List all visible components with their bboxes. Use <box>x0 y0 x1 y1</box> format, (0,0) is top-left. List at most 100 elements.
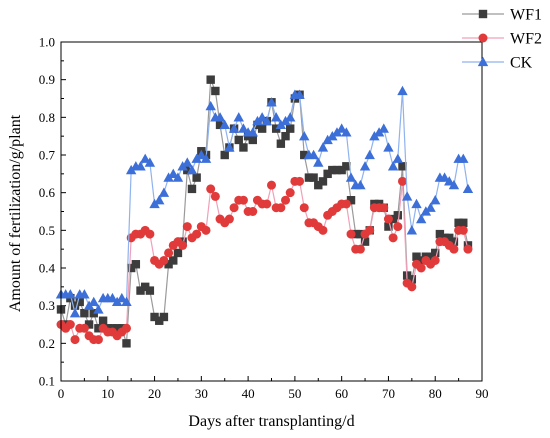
data-point-ck <box>401 191 413 201</box>
data-point-wf1 <box>145 286 155 295</box>
data-point-wf1 <box>412 252 421 261</box>
data-point-ck <box>359 161 371 171</box>
data-point-wf1 <box>398 162 407 171</box>
data-point-ck <box>270 112 282 122</box>
data-point-ck <box>196 149 207 160</box>
data-point-wf2 <box>70 335 80 345</box>
plot-frame <box>60 41 483 382</box>
data-point-wf1 <box>342 162 351 171</box>
data-point-wf2 <box>318 225 328 235</box>
data-point-wf2 <box>341 199 351 209</box>
data-point-wf1 <box>257 124 267 133</box>
data-point-ck <box>214 112 226 122</box>
data-point-wf1 <box>150 312 159 322</box>
data-point-ck <box>158 187 170 197</box>
data-point-wf2 <box>430 255 440 265</box>
data-point-wf1 <box>112 324 122 333</box>
data-point-ck <box>107 292 118 303</box>
data-point-wf2 <box>449 244 459 254</box>
data-point-wf1 <box>318 177 328 186</box>
data-point-ck <box>266 97 277 107</box>
data-point-ck <box>462 183 474 194</box>
data-point-wf2 <box>206 184 216 194</box>
data-point-ck <box>172 172 184 182</box>
y-tick-label: 0.2 <box>39 336 55 351</box>
data-point-wf2 <box>121 323 131 333</box>
legend-marker <box>478 9 488 19</box>
x-axis-ticks: 0 10 20 30 40 50 60 70 80 90 <box>58 376 489 401</box>
data-point-wf1 <box>122 339 131 348</box>
data-point-ck <box>186 164 198 175</box>
data-point-wf2 <box>145 229 155 239</box>
data-point-ck <box>444 176 455 186</box>
y-tick-label: 0.3 <box>39 298 55 313</box>
data-point-ck <box>135 161 146 171</box>
y-axis-ticks: 0.1 0.2 0.3 0.4 0.5 0.6 0.7 0.8 0.9 1.0 <box>39 35 66 389</box>
legend-label: CK <box>510 55 533 72</box>
data-point-wf1 <box>449 237 459 246</box>
data-point-wf2 <box>65 320 75 329</box>
data-point-wf1 <box>360 237 370 246</box>
data-point-wf2 <box>248 207 258 216</box>
series-layer <box>55 75 474 348</box>
data-point-ck <box>458 153 469 163</box>
data-point-ck <box>355 179 366 190</box>
data-point-wf1 <box>393 211 402 220</box>
data-point-ck <box>69 308 81 318</box>
data-point-wf1 <box>454 218 463 227</box>
data-point-wf2 <box>299 203 309 213</box>
data-point-ck <box>140 153 151 163</box>
data-point-ck <box>247 127 258 137</box>
data-point-wf1 <box>234 135 243 145</box>
data-point-wf2 <box>365 225 375 235</box>
data-point-wf2 <box>178 240 188 250</box>
y-tick-label: 0.7 <box>39 148 56 163</box>
data-point-wf1 <box>459 218 468 227</box>
data-point-ck <box>415 213 427 224</box>
data-point-ck <box>261 115 273 126</box>
data-point-wf2 <box>164 248 174 258</box>
data-point-wf1 <box>328 165 337 175</box>
data-point-wf1 <box>332 165 342 175</box>
data-point-ck <box>411 198 422 209</box>
legend-item-wf2: WF2 <box>462 31 542 48</box>
data-point-ck <box>341 127 352 137</box>
data-point-ck <box>93 304 104 314</box>
data-point-ck <box>228 123 240 133</box>
data-point-ck <box>219 119 230 130</box>
data-point-ck <box>116 292 128 303</box>
data-point-wf2 <box>393 222 403 232</box>
data-point-wf1 <box>426 252 435 261</box>
data-point-wf1 <box>155 316 164 325</box>
data-point-wf1 <box>384 222 393 231</box>
data-point-wf1 <box>164 260 173 269</box>
x-tick-label: 0 <box>58 386 65 401</box>
data-point-wf2 <box>355 244 365 254</box>
data-point-wf1 <box>159 312 169 322</box>
data-point-wf1 <box>84 320 94 329</box>
data-point-wf2 <box>182 222 192 232</box>
data-point-wf2 <box>388 233 398 243</box>
data-point-ck <box>345 172 357 182</box>
data-point-ck <box>406 225 418 235</box>
data-point-ck <box>256 112 268 122</box>
data-point-wf1 <box>286 124 295 133</box>
data-point-wf1 <box>215 120 225 130</box>
data-point-wf2 <box>79 323 89 333</box>
data-point-wf2 <box>407 282 417 292</box>
y-tick-label: 0.6 <box>39 185 56 200</box>
legend-marker <box>477 56 489 67</box>
data-point-wf1 <box>173 248 183 258</box>
data-point-ck <box>168 168 179 178</box>
y-tick-label: 0.1 <box>39 374 55 389</box>
data-point-wf1 <box>80 309 89 318</box>
data-point-wf1 <box>281 131 290 141</box>
data-point-ck <box>425 202 436 212</box>
data-point-wf2 <box>192 229 202 239</box>
data-point-ck <box>336 123 347 133</box>
data-point-wf2 <box>379 203 389 213</box>
data-point-wf1 <box>431 248 440 258</box>
data-point-wf1 <box>388 214 398 224</box>
x-axis-label: Days after transplanting/d <box>188 413 354 430</box>
